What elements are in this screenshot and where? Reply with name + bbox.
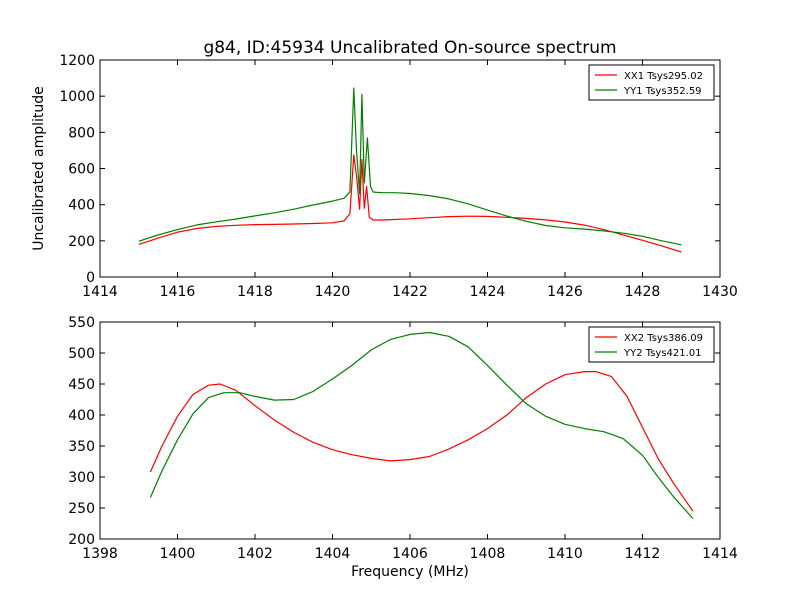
y-axis-label: Uncalibrated amplitude (31, 86, 47, 251)
x-tick-label: 1412 (625, 546, 661, 562)
x-tick-label: 1428 (625, 284, 661, 300)
x-tick-label: 1422 (392, 284, 428, 300)
x-tick-label: 1430 (702, 284, 738, 300)
y-tick-label: 200 (68, 532, 95, 548)
series-line-1-2 (138, 87, 682, 246)
y-tick-label: 350 (68, 439, 95, 455)
series-line-2-1 (149, 371, 694, 512)
y-tick-label: 300 (68, 470, 95, 486)
series-line-2-2 (149, 331, 694, 519)
y-tick-label: 400 (68, 198, 95, 214)
y-tick-label: 400 (68, 408, 95, 424)
panel-1: 1414 1416 1418 1420 1422 1424 1426 1428 1430 0 200… (31, 53, 738, 300)
y-tick-label: 250 (68, 501, 95, 517)
legend-box (588, 326, 715, 363)
legend-label: XX2 Tsys386.09 (624, 333, 703, 344)
x-tick-label: 1414 (82, 284, 118, 300)
legend: XX1 Tsys295.02 YY1 Tsys352.59 (588, 64, 715, 101)
figure-title: g84, ID:45934 Uncalibrated On-source spe… (203, 38, 616, 58)
x-tick-label: 1418 (237, 284, 273, 300)
x-tick-label: 1402 (237, 546, 273, 562)
x-tick-label: 1400 (160, 546, 196, 562)
x-tick-label: 1410 (547, 546, 583, 562)
x-tick-label: 1398 (82, 546, 118, 562)
legend-label: YY1 Tsys352.59 (623, 86, 702, 97)
x-tick-label: 1416 (160, 284, 196, 300)
x-tick-label: 1420 (315, 284, 351, 300)
x-tick-label: 1404 (315, 546, 351, 562)
x-tick-label: 1414 (702, 546, 738, 562)
y-tick-label: 550 (68, 315, 95, 331)
x-tick-label: 1408 (470, 546, 506, 562)
x-tick-label: 1424 (470, 284, 506, 300)
legend-label: YY2 Tsys421.01 (623, 348, 702, 359)
x-tick-label: 1406 (392, 546, 428, 562)
legend-box (588, 64, 715, 101)
panels: 1414 1416 1418 1420 1422 1424 1426 1428 1430 0 200… (31, 53, 738, 580)
y-tick-label: 800 (68, 125, 95, 141)
y-tick-label: 0 (86, 270, 95, 286)
y-tick-label: 1200 (59, 53, 95, 69)
y-tick-label: 450 (68, 377, 95, 393)
y-tick-label: 500 (68, 346, 95, 362)
y-tick-label: 1000 (59, 89, 95, 105)
y-tick-label: 200 (68, 234, 95, 250)
legend: XX2 Tsys386.09 YY2 Tsys421.01 (588, 326, 715, 363)
panel-2: 1398 1400 1402 1404 1406 1408 1410 1412 1414 200 2… (68, 315, 738, 580)
y-tick-label: 600 (68, 162, 95, 178)
series-line-1-1 (138, 154, 682, 253)
legend-label: XX1 Tsys295.02 (624, 71, 703, 82)
x-axis-label: Frequency (MHz) (351, 564, 469, 580)
x-tick-label: 1426 (547, 284, 583, 300)
